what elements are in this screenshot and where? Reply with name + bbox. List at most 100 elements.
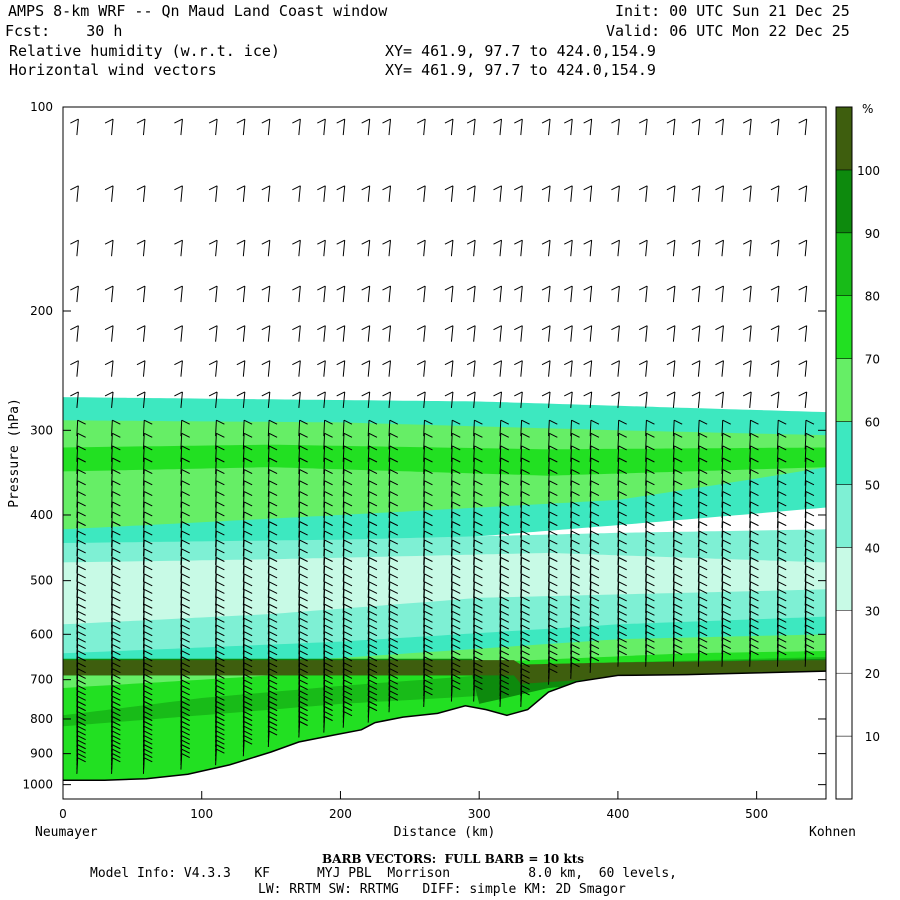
wind-barb-staff [180, 457, 183, 475]
wind-barb-staff [242, 285, 246, 303]
wind-barb-staff [180, 325, 183, 342]
wind-barb-flag [216, 445, 225, 451]
wind-barb-staff [749, 420, 751, 437]
wind-barb-flag [243, 668, 253, 674]
wind-barb-flag [742, 185, 752, 191]
wind-barb-flag [317, 118, 326, 124]
wind-barb-flag [144, 539, 153, 545]
wind-barb-flag [243, 650, 253, 656]
colorbar-label: 70 [865, 353, 880, 367]
wind-barb-flag [136, 285, 146, 291]
wind-barb-flag [243, 730, 253, 736]
wind-barb-flag [500, 637, 509, 643]
wind-barb-flag [673, 624, 683, 630]
wind-barb-flag [181, 521, 190, 527]
wind-barb-flag [268, 668, 278, 674]
wind-barb-flag [424, 644, 433, 650]
wind-barb-flag [181, 690, 190, 696]
wind-barb-flag [77, 457, 86, 463]
wind-barb-flag [268, 695, 278, 701]
wind-barb-flag [299, 695, 308, 701]
wind-barb-staff [697, 469, 700, 486]
wind-barb-flag [742, 285, 752, 291]
wind-barb-flag [698, 589, 708, 594]
wind-barb-staff [215, 391, 218, 408]
wind-barb-flag [216, 511, 225, 517]
wind-barb-staff [804, 391, 808, 408]
wind-barb-flag [451, 589, 461, 594]
wind-barb-staff [548, 185, 551, 202]
wind-barb-flag [500, 673, 509, 679]
wind-barb-flag [638, 360, 648, 366]
wind-barb-flag [715, 185, 724, 191]
wind-barb-flag [474, 650, 483, 656]
wind-barb-flag [268, 603, 278, 609]
wind-barb-flag [389, 610, 399, 616]
wind-barb-staff [749, 240, 752, 257]
wind-barb-staff [111, 119, 114, 136]
wind-barb-flag [174, 185, 183, 191]
wind-barb-flag [368, 637, 378, 643]
wind-barb-flag [343, 548, 353, 554]
wind-barb-staff [423, 433, 425, 450]
wind-barb-flag [805, 565, 815, 571]
wind-barb-flag [144, 721, 153, 726]
wind-barb-staff [499, 185, 502, 202]
wind-barb-flag [722, 617, 731, 623]
wind-barb-flag [500, 624, 509, 630]
wind-barb-flag [451, 432, 461, 438]
wind-barb-flag [466, 239, 476, 245]
wind-barb-flag [722, 501, 731, 507]
wind-barb-flag [181, 573, 190, 579]
wind-barb-flag [618, 530, 627, 536]
wind-barb-staff [697, 480, 700, 497]
wind-barb-staff [76, 420, 79, 437]
wind-barb-flag [646, 624, 655, 630]
wind-barb-flag [368, 491, 378, 496]
wind-barb-flag [618, 631, 627, 637]
wind-barb-flag [750, 589, 759, 594]
wind-barb-flag [343, 432, 353, 438]
wind-barb-flag [77, 685, 86, 690]
wind-barb-staff [672, 119, 676, 136]
wind-barb-flag [590, 557, 600, 562]
wind-barb-flag [541, 285, 551, 291]
wind-barb-staff [367, 185, 371, 202]
wind-barb-column [493, 118, 509, 707]
wind-barb-flag [424, 656, 433, 662]
wind-barb-staff [450, 360, 454, 377]
wind-barb-flag [77, 757, 86, 763]
wind-barb-staff [180, 753, 183, 770]
wind-barb-flag [181, 480, 190, 486]
wind-barb-flag [112, 685, 121, 690]
wind-barb-flag [750, 548, 759, 554]
wind-barb-flag [521, 596, 530, 602]
wind-barb-staff [589, 445, 592, 462]
wind-barb-flag [549, 530, 558, 536]
wind-barb-flag [324, 596, 333, 602]
wind-barb-staff [298, 185, 301, 202]
wind-barb-flag [216, 565, 225, 571]
wind-barb-flag [361, 391, 370, 397]
wind-barb-flag [673, 610, 683, 616]
wind-barb-staff [473, 325, 476, 342]
y-axis-label: Pressure (hPa) [7, 398, 22, 508]
wind-barb-flag [389, 501, 399, 507]
wind-barb-flag [777, 432, 787, 438]
wind-barb-flag [590, 624, 600, 630]
wind-barb-flag [500, 617, 509, 623]
wind-barb-flag [243, 721, 253, 726]
wind-barb-flag [618, 650, 627, 656]
wind-barb-flag [216, 469, 225, 475]
wind-barb-staff [776, 420, 779, 437]
wind-barb-flag [466, 285, 476, 291]
wind-barb-flag [666, 325, 676, 331]
wind-barb-flag [493, 285, 502, 291]
wind-barb-flag [144, 668, 153, 674]
wind-barb-staff [589, 457, 592, 475]
wind-barb-staff [776, 391, 780, 408]
wind-barb-staff [473, 185, 476, 202]
wind-barb-staff [450, 420, 453, 437]
wind-barb-flag [777, 596, 787, 602]
wind-barb-column [261, 118, 278, 748]
